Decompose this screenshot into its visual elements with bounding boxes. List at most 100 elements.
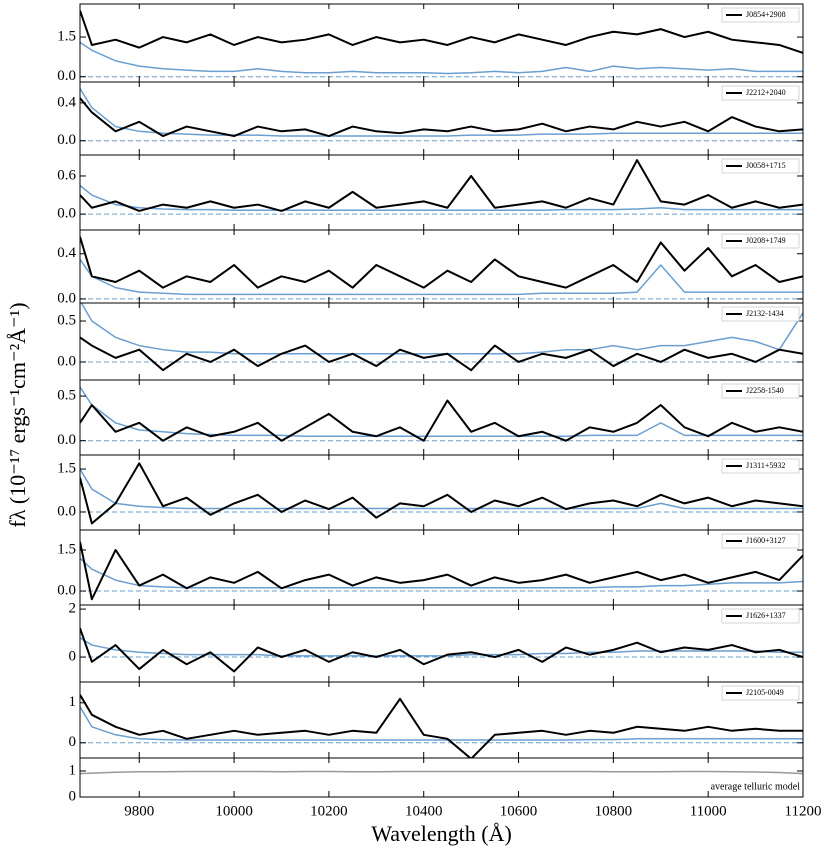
legend-box <box>721 85 800 101</box>
y-tick-label: 0.0 <box>57 503 76 519</box>
series-line <box>80 557 803 589</box>
panel: 0.0 1.5 J1311+5932 <box>57 454 804 531</box>
series-line <box>80 97 803 138</box>
legend-label: J2212+2040 <box>746 88 786 97</box>
plot-area <box>80 88 803 142</box>
x-axis-label: Wavelength (Å) <box>371 821 512 846</box>
panel: 0 2 J1626+1337 <box>69 601 804 683</box>
y-tick-label: 0.0 <box>57 290 76 306</box>
series-line <box>80 88 803 137</box>
legend-label: J0208+1749 <box>746 236 786 245</box>
legend-box <box>721 233 800 249</box>
y-tick-label: 0.0 <box>57 68 76 84</box>
panel: 0.0 0.5 J2132-1434 <box>57 302 804 381</box>
x-tick-label: 10000 <box>215 803 253 819</box>
y-tick-label: 0 <box>69 788 77 804</box>
panel: 0.0 0.6 J0058+1715 <box>57 154 804 231</box>
panel: 0 1 9800 10000 10200 10400 10600 10800 11000 1120… <box>69 757 822 846</box>
y-tick-label: 0.4 <box>57 245 76 261</box>
plot-area <box>80 236 803 300</box>
panel-frame <box>79 302 804 381</box>
panel: 0.0 0.4 J0208+1749 <box>57 229 804 306</box>
y-tick-label: 0 <box>69 734 77 750</box>
legend-label: J1311+5932 <box>746 461 785 470</box>
panel-frame <box>79 681 804 759</box>
plot-area <box>80 694 803 758</box>
panel-frame <box>79 757 804 798</box>
series-line <box>80 336 803 372</box>
series-line <box>80 399 803 442</box>
series-line <box>80 637 803 657</box>
panel-frame <box>79 379 804 456</box>
y-tick-label: 1.5 <box>57 28 76 44</box>
series-line <box>80 10 803 54</box>
legend-box <box>721 7 800 23</box>
legend-box <box>721 608 800 624</box>
y-tick-label: 0 <box>69 648 77 664</box>
x-tick-label: 10400 <box>405 803 443 819</box>
y-tick-label: 1.5 <box>57 541 76 557</box>
plot-area <box>80 462 803 525</box>
legend-label: J2105-0049 <box>746 688 784 697</box>
plot-area <box>80 159 803 215</box>
panel-frame <box>79 604 804 683</box>
series-line <box>80 386 803 437</box>
panel: 0.0 1.5 J0854+2908 fλ (10⁻¹⁷ ergs⁻¹cm⁻²Å⁻¹) <box>5 3 804 528</box>
plot-area <box>80 386 803 442</box>
annotation: average telluric model <box>711 781 801 792</box>
panel-frame <box>79 81 804 156</box>
y-tick-label: 0.0 <box>57 206 76 222</box>
plot-area <box>80 770 803 775</box>
plot-area <box>80 627 803 673</box>
series-line <box>80 41 803 75</box>
series-line <box>80 159 803 212</box>
x-tick-label: 10600 <box>500 803 538 819</box>
y-tick-label: 0.0 <box>57 432 76 448</box>
series-line <box>80 236 803 289</box>
series-line <box>80 303 803 355</box>
legend-label: J2258-1540 <box>746 386 784 395</box>
plot-area <box>80 10 803 78</box>
y-tick-label: 0.5 <box>57 388 76 404</box>
legend-box <box>721 685 800 701</box>
y-tick-label: 1 <box>69 762 77 778</box>
series-line <box>80 541 803 601</box>
y-tick-label: 0.5 <box>57 312 76 328</box>
plot-area <box>80 541 803 601</box>
legend-label: J0854+2908 <box>746 10 786 19</box>
panel: 0 1 J2105-0049 <box>69 681 804 759</box>
y-tick-label: 1 <box>69 694 77 710</box>
x-tick-label: 9800 <box>124 803 154 819</box>
y-tick-label: 0.0 <box>57 582 76 598</box>
y-axis-label: fλ (10⁻¹⁷ ergs⁻¹cm⁻²Å⁻¹) <box>5 302 30 527</box>
series-line <box>80 706 803 741</box>
legend-box <box>721 306 800 322</box>
x-tick-label: 10800 <box>595 803 633 819</box>
legend-box <box>721 158 800 174</box>
series-line <box>80 694 803 758</box>
series-line <box>80 258 803 296</box>
series-line <box>80 184 803 212</box>
legend-box <box>721 533 800 549</box>
x-tick-label: 11200 <box>785 803 822 819</box>
legend-box <box>721 383 800 399</box>
y-tick-label: 0.4 <box>57 94 76 110</box>
x-tick-label: 11000 <box>690 803 727 819</box>
y-tick-label: 0.0 <box>57 132 76 148</box>
legend-label: J0058+1715 <box>746 161 786 170</box>
y-tick-label: 0.0 <box>57 353 76 369</box>
panel-frame <box>79 154 804 231</box>
legend-box <box>721 458 800 474</box>
y-tick-label: 0.6 <box>57 167 76 183</box>
series-line <box>80 627 803 673</box>
x-tick-label: 10200 <box>310 803 348 819</box>
legend-label: J1626+1337 <box>746 611 786 620</box>
legend-label: J1600+3127 <box>746 536 786 545</box>
panel-frame <box>79 454 804 531</box>
y-tick-label: 1.5 <box>57 460 76 476</box>
plot-area <box>80 303 803 372</box>
series-line <box>80 462 803 525</box>
panel-frame <box>79 529 804 606</box>
panel: 0.0 0.5 J2258-1540 <box>57 379 804 456</box>
